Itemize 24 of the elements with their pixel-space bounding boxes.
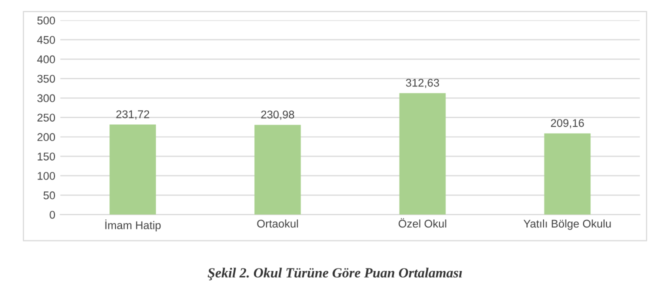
data-label: 231,72 <box>116 110 150 120</box>
y-tick-label: 200 <box>37 133 56 142</box>
bar <box>254 124 301 215</box>
text: Şekil 2. Okul Türüne Göre Puan Ortalaması <box>208 268 462 280</box>
x-tick-label: İmam Hatip <box>105 219 161 232</box>
bar <box>544 133 591 215</box>
y-tick-label: 50 <box>44 191 56 200</box>
data-label: 230,98 <box>261 110 294 120</box>
y-tick-label: 100 <box>38 172 56 180</box>
y-tick-label: 250 <box>37 114 56 122</box>
data-label: 312,63 <box>406 78 440 88</box>
y-tick-label: 500 <box>37 16 56 24</box>
bar <box>399 93 446 215</box>
data-label: 209,16 <box>550 119 584 128</box>
y-tick-label: 350 <box>37 74 56 83</box>
y-tick-label: 400 <box>37 55 56 64</box>
y-tick-label: 0 <box>50 210 56 219</box>
x-tick-label: Ortaokul <box>257 219 298 228</box>
y-tick-label: 450 <box>37 36 56 44</box>
x-tick-label: Yatılı Bölge Okulu <box>524 219 611 230</box>
y-tick-label: 300 <box>37 94 56 102</box>
bar <box>110 124 156 215</box>
y-tick-label: 150 <box>38 152 56 160</box>
x-tick-label: Özel Okul <box>398 218 446 228</box>
